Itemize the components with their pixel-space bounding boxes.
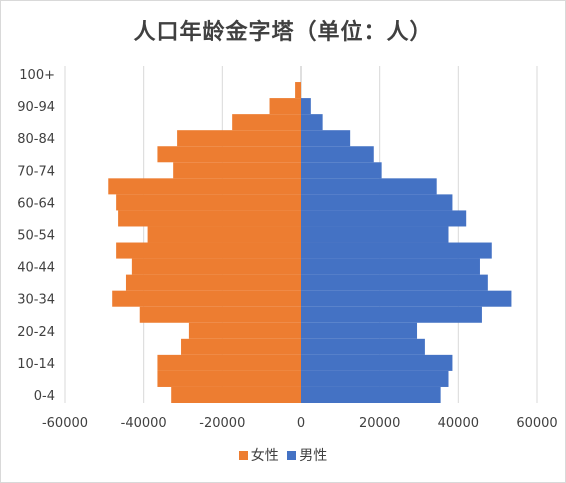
y-tick-label-100+: 100+ bbox=[19, 68, 55, 83]
male-bar-90-94 bbox=[301, 98, 311, 115]
female-bar-35-39 bbox=[125, 274, 301, 291]
x-tick-label-0: -60000 bbox=[42, 416, 88, 431]
legend-label-female: 女性 bbox=[250, 448, 279, 464]
female-bar-75-79 bbox=[157, 146, 301, 163]
legend: 女性 男性 bbox=[0, 445, 566, 465]
legend-item-male: 男性 bbox=[287, 445, 327, 465]
male-bar-20-24 bbox=[301, 322, 418, 339]
male-bar-30-34 bbox=[301, 290, 512, 307]
x-tick-label-5: 40000 bbox=[438, 416, 479, 431]
male-bar-35-39 bbox=[301, 274, 488, 291]
x-tick-label-3: 0 bbox=[297, 416, 305, 431]
female-bar-20-24 bbox=[188, 322, 301, 339]
female-bar-55-59 bbox=[118, 210, 301, 227]
male-bar-40-44 bbox=[301, 258, 480, 275]
male-bar-65-69 bbox=[301, 178, 437, 195]
male-bar-45-49 bbox=[301, 242, 492, 259]
female-bar-0-4 bbox=[171, 386, 301, 403]
y-axis-tick-labels: 0-4 10-14 20-24 30-34 40-44 50-54 60-64 70-74 80… bbox=[17, 68, 55, 404]
x-axis-tick-labels: -60000 -40000 -20000 0 20000 40000 60000 bbox=[42, 416, 558, 431]
female-bar-90-94 bbox=[269, 98, 301, 115]
male-bar-25-29 bbox=[301, 306, 482, 323]
y-tick-label-90-94: 90-94 bbox=[17, 100, 55, 115]
male-bar-5-9 bbox=[301, 370, 449, 387]
male-bar-80-84 bbox=[301, 130, 351, 147]
female-bar-50-54 bbox=[147, 226, 301, 243]
female-bar-5-9 bbox=[157, 370, 301, 387]
x-tick-label-2: -20000 bbox=[199, 416, 245, 431]
male-bar-70-74 bbox=[301, 162, 382, 179]
female-bar-60-64 bbox=[116, 194, 301, 211]
female-bar-45-49 bbox=[116, 242, 301, 259]
x-tick-label-6: 60000 bbox=[516, 416, 557, 431]
female-bar-95-99 bbox=[295, 82, 301, 99]
male-bar-10-14 bbox=[301, 354, 453, 371]
legend-swatch-female bbox=[238, 450, 248, 460]
legend-label-male: 男性 bbox=[299, 448, 328, 464]
female-bar-80-84 bbox=[177, 130, 301, 147]
female-bar-10-14 bbox=[157, 354, 301, 371]
female-bar-70-74 bbox=[173, 162, 301, 179]
male-bar-75-79 bbox=[301, 146, 374, 163]
female-bar-25-29 bbox=[139, 306, 301, 323]
male-bar-55-59 bbox=[301, 210, 467, 227]
x-tick-label-1: -40000 bbox=[121, 416, 167, 431]
female-bar-30-34 bbox=[112, 290, 301, 307]
y-tick-label-20-24: 20-24 bbox=[17, 325, 55, 340]
female-bar-65-69 bbox=[108, 178, 302, 195]
y-tick-label-50-54: 50-54 bbox=[17, 229, 55, 244]
female-bar-85-89 bbox=[232, 114, 301, 131]
female-bar-40-44 bbox=[131, 258, 301, 275]
y-tick-label-70-74: 70-74 bbox=[17, 164, 55, 179]
legend-item-female: 女性 bbox=[238, 445, 279, 465]
male-bar-50-54 bbox=[301, 226, 449, 243]
legend-swatch-male bbox=[287, 450, 297, 460]
y-tick-label-30-34: 30-34 bbox=[17, 293, 55, 308]
y-tick-label-0-4: 0-4 bbox=[34, 389, 55, 404]
x-tick-label-4: 20000 bbox=[359, 416, 400, 431]
y-tick-label-40-44: 40-44 bbox=[17, 261, 55, 276]
male-bar-60-64 bbox=[301, 194, 453, 211]
female-bar-15-19 bbox=[181, 338, 301, 355]
bars bbox=[108, 82, 512, 403]
chart-title: 人口年龄金字塔（单位：人） bbox=[133, 19, 433, 45]
y-tick-label-10-14: 10-14 bbox=[17, 357, 55, 372]
y-tick-label-80-84: 80-84 bbox=[17, 132, 55, 147]
y-tick-label-60-64: 60-64 bbox=[17, 196, 55, 211]
male-bar-15-19 bbox=[301, 338, 425, 355]
male-bar-0-4 bbox=[301, 386, 441, 403]
male-bar-85-89 bbox=[301, 114, 323, 131]
